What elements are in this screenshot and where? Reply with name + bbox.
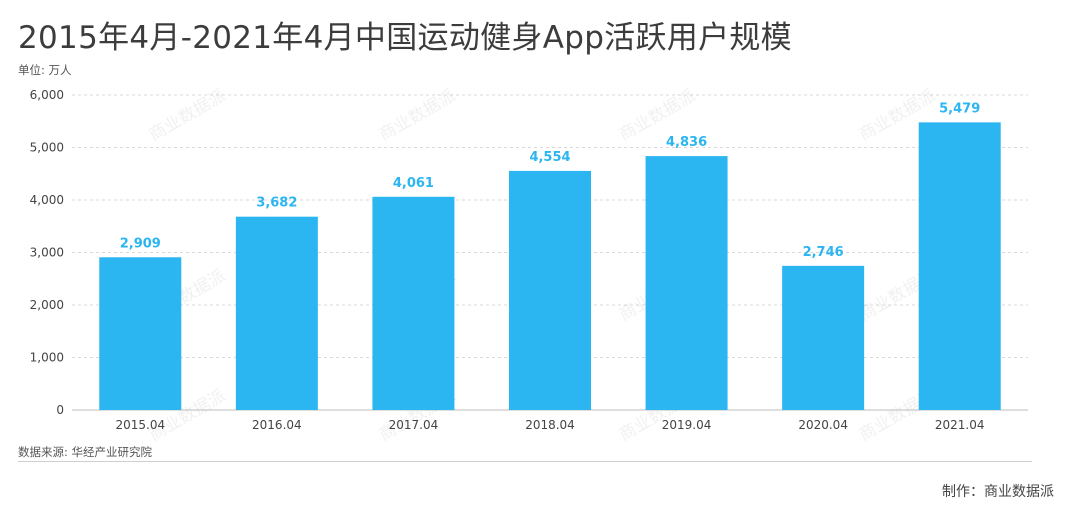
y-tick-label: 0 [56,403,64,417]
bars [99,122,1001,410]
bar [99,257,182,410]
footer-divider [18,461,1032,462]
data-labels: 2,909 3,682 4,061 4,554 4,836 2,746 5,479 [120,101,981,259]
credit-label: 制作：商业数据派 [942,484,1054,500]
data-label: 4,836 [666,135,707,150]
x-tick-label: 2021.04 [935,418,985,432]
y-tick-label: 4,000 [30,193,64,207]
y-tick-label: 6,000 [30,88,64,102]
data-label: 3,682 [256,196,297,211]
data-label: 4,061 [393,176,434,191]
y-tick-label: 5,000 [30,141,64,155]
chart-title: 2015年4月-2021年4月中国运动健身App活跃用户规模 [18,20,792,56]
x-tick-label: 2018.04 [525,418,575,432]
x-tick-label: 2015.04 [115,418,165,432]
y-tick-label: 3,000 [30,246,64,260]
source-label: 数据来源: 华经产业研究院 [18,445,153,459]
data-label: 5,479 [939,101,980,116]
bar [645,156,728,410]
bar [509,170,591,410]
bar [782,265,865,410]
data-label: 2,746 [803,245,844,260]
y-axis: 0 1,000 2,000 3,000 4,000 5,000 6,000 [30,88,64,417]
data-label: 4,554 [529,150,570,165]
bar [918,122,1001,410]
bar [235,216,318,410]
y-tick-label: 1,000 [30,351,64,365]
x-tick-label: 2019.04 [662,418,712,432]
x-tick-label: 2017.04 [389,418,439,432]
x-tick-label: 2016.04 [252,418,302,432]
x-axis: 2015.04 2016.04 2017.04 2018.04 2019.04 2020.… [115,418,984,432]
x-tick-label: 2020.04 [798,418,848,432]
y-tick-label: 2,000 [30,298,64,312]
unit-label: 单位: 万人 [18,63,72,77]
data-label: 2,909 [120,236,161,251]
bar [372,196,455,410]
